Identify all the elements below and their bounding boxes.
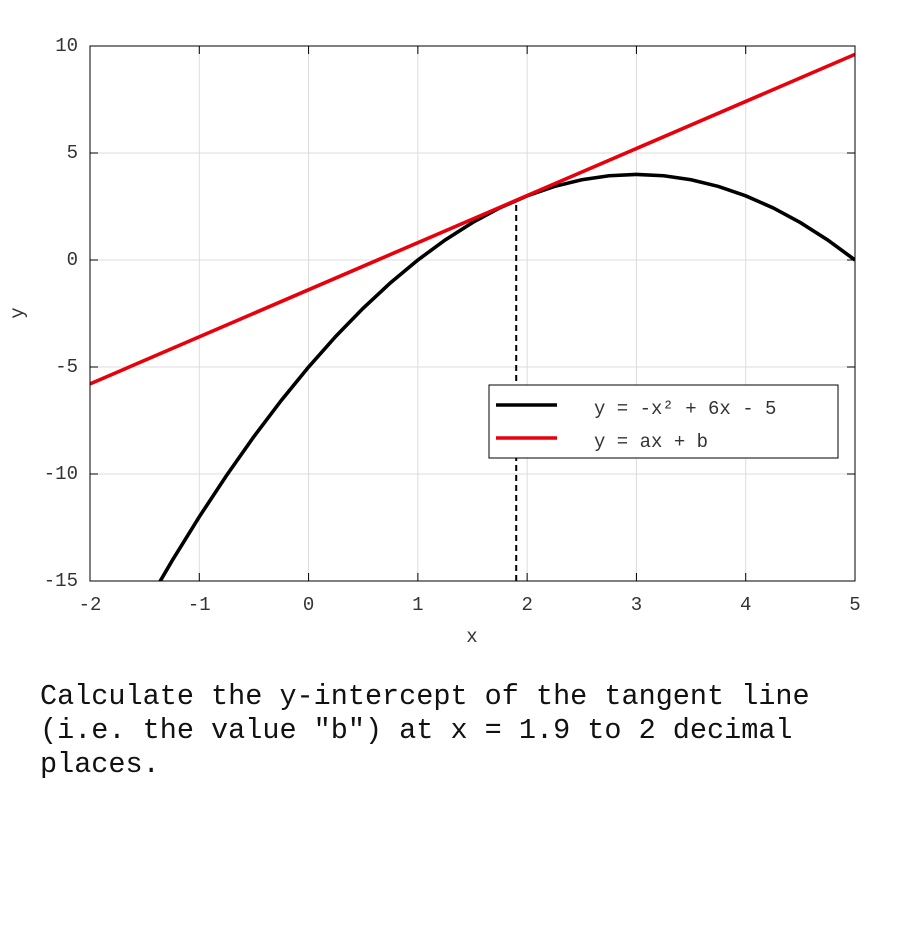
x-tick-label: -2 bbox=[79, 594, 102, 616]
legend-box bbox=[488, 384, 839, 459]
legend-label: y = -x² + 6x - 5 bbox=[594, 398, 776, 420]
x-axis-label: x bbox=[466, 626, 477, 648]
question-text: Calculate the y-intercept of the tangent… bbox=[40, 680, 810, 781]
x-tick-label: 1 bbox=[412, 594, 423, 616]
plot-frame bbox=[89, 45, 856, 582]
plot-area bbox=[90, 52, 855, 581]
x-tick-label: 0 bbox=[303, 594, 314, 616]
y-tick-label: 5 bbox=[67, 142, 78, 164]
legend-label: y = ax + b bbox=[594, 431, 708, 453]
y-tick-label: 0 bbox=[67, 249, 78, 271]
series-line bbox=[90, 52, 855, 386]
y-tick-label: 10 bbox=[55, 35, 78, 57]
x-tick-label: -1 bbox=[188, 594, 211, 616]
x-tick-label: 3 bbox=[631, 594, 642, 616]
x-tick-label: 4 bbox=[740, 594, 751, 616]
y-tick-label: -5 bbox=[55, 356, 78, 378]
x-tick-label: 5 bbox=[849, 594, 860, 616]
y-tick-label: -15 bbox=[44, 570, 78, 592]
y-tick-label: -10 bbox=[44, 463, 78, 485]
x-tick-label: 2 bbox=[521, 594, 532, 616]
y-axis-label: y bbox=[7, 307, 29, 318]
